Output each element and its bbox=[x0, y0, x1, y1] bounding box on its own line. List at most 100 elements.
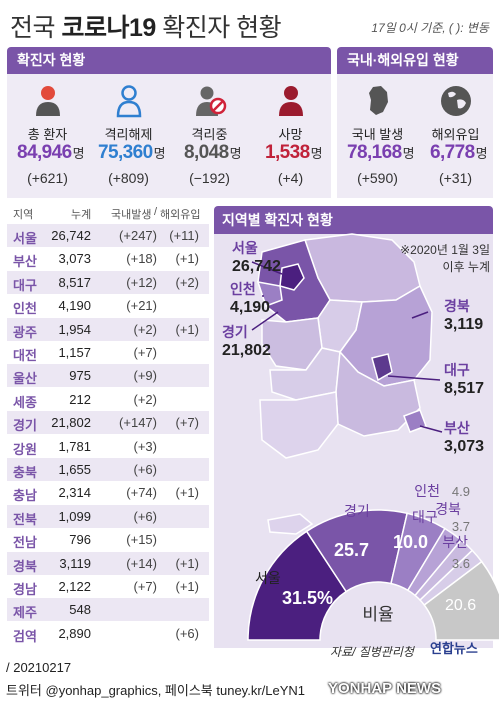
donut-center-label: 비율 bbox=[362, 605, 393, 624]
stat-number: 1,538 bbox=[265, 142, 310, 163]
stat-unit: 명 bbox=[229, 146, 242, 161]
row-total: 1,954 bbox=[58, 321, 91, 337]
stat-unit: 명 bbox=[402, 146, 415, 161]
map-label-gyeonggi: 경기 21,802 bbox=[222, 322, 271, 360]
row-overseas: (+1) bbox=[175, 555, 199, 571]
stat-label: 해외유입 bbox=[431, 127, 480, 142]
col-overseas: 해외유입 bbox=[160, 209, 201, 221]
row-total: 796 bbox=[69, 532, 91, 548]
donut-slice-name: 인천 bbox=[414, 483, 440, 499]
stat-change: (+621) bbox=[27, 170, 68, 186]
map-label-gyeonggi-name: 경기 bbox=[222, 324, 248, 340]
donut-slice-value: 4.9 bbox=[452, 484, 470, 499]
row-overseas: (+1) bbox=[175, 321, 199, 337]
stat-number: 8,048 bbox=[184, 142, 229, 163]
region-daegu bbox=[371, 353, 393, 382]
row-total: 1,099 bbox=[58, 508, 91, 524]
row-domestic: (+14) bbox=[126, 555, 157, 571]
row-region: 경북 bbox=[13, 558, 37, 574]
row-total: 8,517 bbox=[58, 274, 91, 290]
region-seoul bbox=[279, 263, 305, 291]
table-row: 울산 975 (+9) bbox=[7, 364, 209, 388]
region-incheon bbox=[256, 281, 283, 307]
title-bold: 코로나19 bbox=[61, 14, 156, 42]
row-total: 548 bbox=[69, 602, 91, 618]
stat-label: 사망 bbox=[278, 127, 303, 142]
stat-change: (+4) bbox=[277, 170, 304, 186]
row-region: 강원 bbox=[13, 441, 37, 457]
row-region: 서울 bbox=[13, 231, 37, 246]
map-label-daegu-name: 대구 bbox=[444, 362, 470, 378]
map-note-line1: ※2020년 1월 3일 bbox=[400, 243, 490, 257]
row-overseas: (+11) bbox=[169, 228, 199, 243]
row-region: 전남 bbox=[13, 535, 37, 551]
table-row: 충북 1,655 (+6) bbox=[7, 458, 209, 481]
row-domestic: (+6) bbox=[133, 462, 157, 477]
title-suffix: 확진자 현황 bbox=[155, 14, 282, 42]
stat-unit: 명 bbox=[72, 146, 85, 161]
stat-unit: 명 bbox=[475, 146, 488, 161]
table-row: 세종 212 (+2) bbox=[7, 388, 209, 411]
stat-released-person: 격리해제 75,360명 (+809) bbox=[88, 74, 169, 198]
stat-change: (+590) bbox=[357, 170, 398, 186]
row-domestic: (+147) bbox=[119, 415, 157, 431]
stat-label: 격리중 bbox=[191, 127, 228, 142]
row-total: 975 bbox=[69, 368, 91, 384]
row-total: 2,122 bbox=[58, 579, 91, 594]
row-domestic: (+2) bbox=[133, 391, 157, 407]
table-row: 대구 8,517 (+12) (+2) bbox=[7, 270, 209, 294]
map-label-busan-name: 부산 bbox=[444, 420, 470, 436]
region-jeju bbox=[267, 513, 314, 535]
row-total: 3,073 bbox=[58, 251, 91, 267]
map-section-header: 지역별 확진자 현황 bbox=[214, 206, 493, 234]
basis-note: 17일 0시 기준, ( ): 변동 bbox=[371, 21, 489, 35]
row-total: 2,314 bbox=[58, 485, 91, 501]
row-total: 1,157 bbox=[58, 345, 91, 360]
row-overseas: (+2) bbox=[175, 274, 199, 290]
donut-slice-value: 3.6 bbox=[452, 556, 470, 571]
leader-gyeongbuk bbox=[411, 311, 429, 319]
row-region: 경기 bbox=[13, 418, 37, 434]
stat-number: 78,168 bbox=[347, 142, 402, 163]
table-row: 경기 21,802 (+147) (+7) bbox=[7, 411, 209, 435]
donut-slice-name: 경북 bbox=[435, 501, 461, 517]
row-region: 경남 bbox=[13, 582, 37, 597]
origin-section-header: 국내·해외유입 현황 bbox=[337, 47, 493, 74]
page-title: 전국 코로나19 확진자 현황 bbox=[10, 8, 282, 44]
globe-icon bbox=[439, 84, 473, 118]
row-domestic: (+7) bbox=[133, 345, 157, 360]
publish-date: / 20210217 bbox=[6, 660, 72, 675]
leader-daegu bbox=[387, 375, 441, 381]
map-label-daegu: 대구 8,517 bbox=[444, 360, 484, 398]
map-label-gyeongbuk: 경북 3,119 bbox=[444, 296, 483, 334]
map-label-seoul-name: 서울 bbox=[232, 240, 258, 256]
row-overseas: (+7) bbox=[175, 415, 199, 431]
row-region: 울산 bbox=[13, 371, 37, 387]
source-note: 자료/ 질병관리청 bbox=[330, 645, 414, 659]
row-region: 대구 bbox=[13, 277, 37, 293]
table-row: 서울 26,742 (+247) (+11) bbox=[7, 224, 209, 247]
row-region: 충남 bbox=[13, 488, 37, 504]
row-domestic: (+9) bbox=[133, 368, 157, 384]
stat-change: (+31) bbox=[438, 170, 473, 186]
region-table-header: 지역 누계 국내발생 / 해외유입 bbox=[7, 206, 209, 222]
stat-deceased-person: 사망 1,538명 (+4) bbox=[250, 74, 331, 198]
donut-slice bbox=[423, 560, 499, 641]
map-label-seoul-value: 26,742 bbox=[232, 258, 281, 275]
row-overseas: (+1) bbox=[175, 251, 199, 267]
row-region: 제주 bbox=[13, 605, 37, 621]
stat-unit: 명 bbox=[310, 146, 323, 161]
row-overseas: (+1) bbox=[175, 485, 199, 501]
stat-value: 84,946명 bbox=[7, 142, 94, 164]
social-links: 트위터 @yonhap_graphics, 페이스북 tuney.kr/LeYN… bbox=[6, 683, 306, 698]
row-region: 검역 bbox=[13, 628, 37, 644]
row-total: 3,119 bbox=[59, 555, 91, 571]
table-row: 부산 3,073 (+18) (+1) bbox=[7, 247, 209, 270]
col-separator: / bbox=[154, 206, 158, 218]
korea-map-icon bbox=[361, 84, 395, 118]
row-region: 부산 bbox=[13, 254, 37, 270]
table-row: 대전 1,157 (+7) bbox=[7, 341, 209, 364]
col-region: 지역 bbox=[13, 209, 34, 221]
